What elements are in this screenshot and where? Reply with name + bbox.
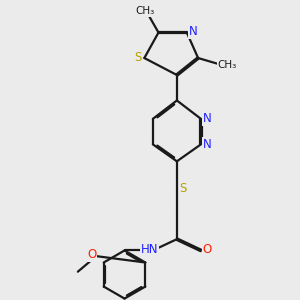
Text: S: S [134, 51, 142, 64]
Text: CH₃: CH₃ [135, 6, 154, 16]
Text: N: N [203, 138, 212, 151]
Text: HN: HN [141, 243, 158, 256]
Text: O: O [87, 248, 97, 261]
Text: O: O [202, 243, 212, 256]
Text: CH₃: CH₃ [218, 59, 237, 70]
Text: S: S [179, 182, 187, 195]
Text: N: N [203, 112, 212, 125]
Text: N: N [189, 26, 197, 38]
